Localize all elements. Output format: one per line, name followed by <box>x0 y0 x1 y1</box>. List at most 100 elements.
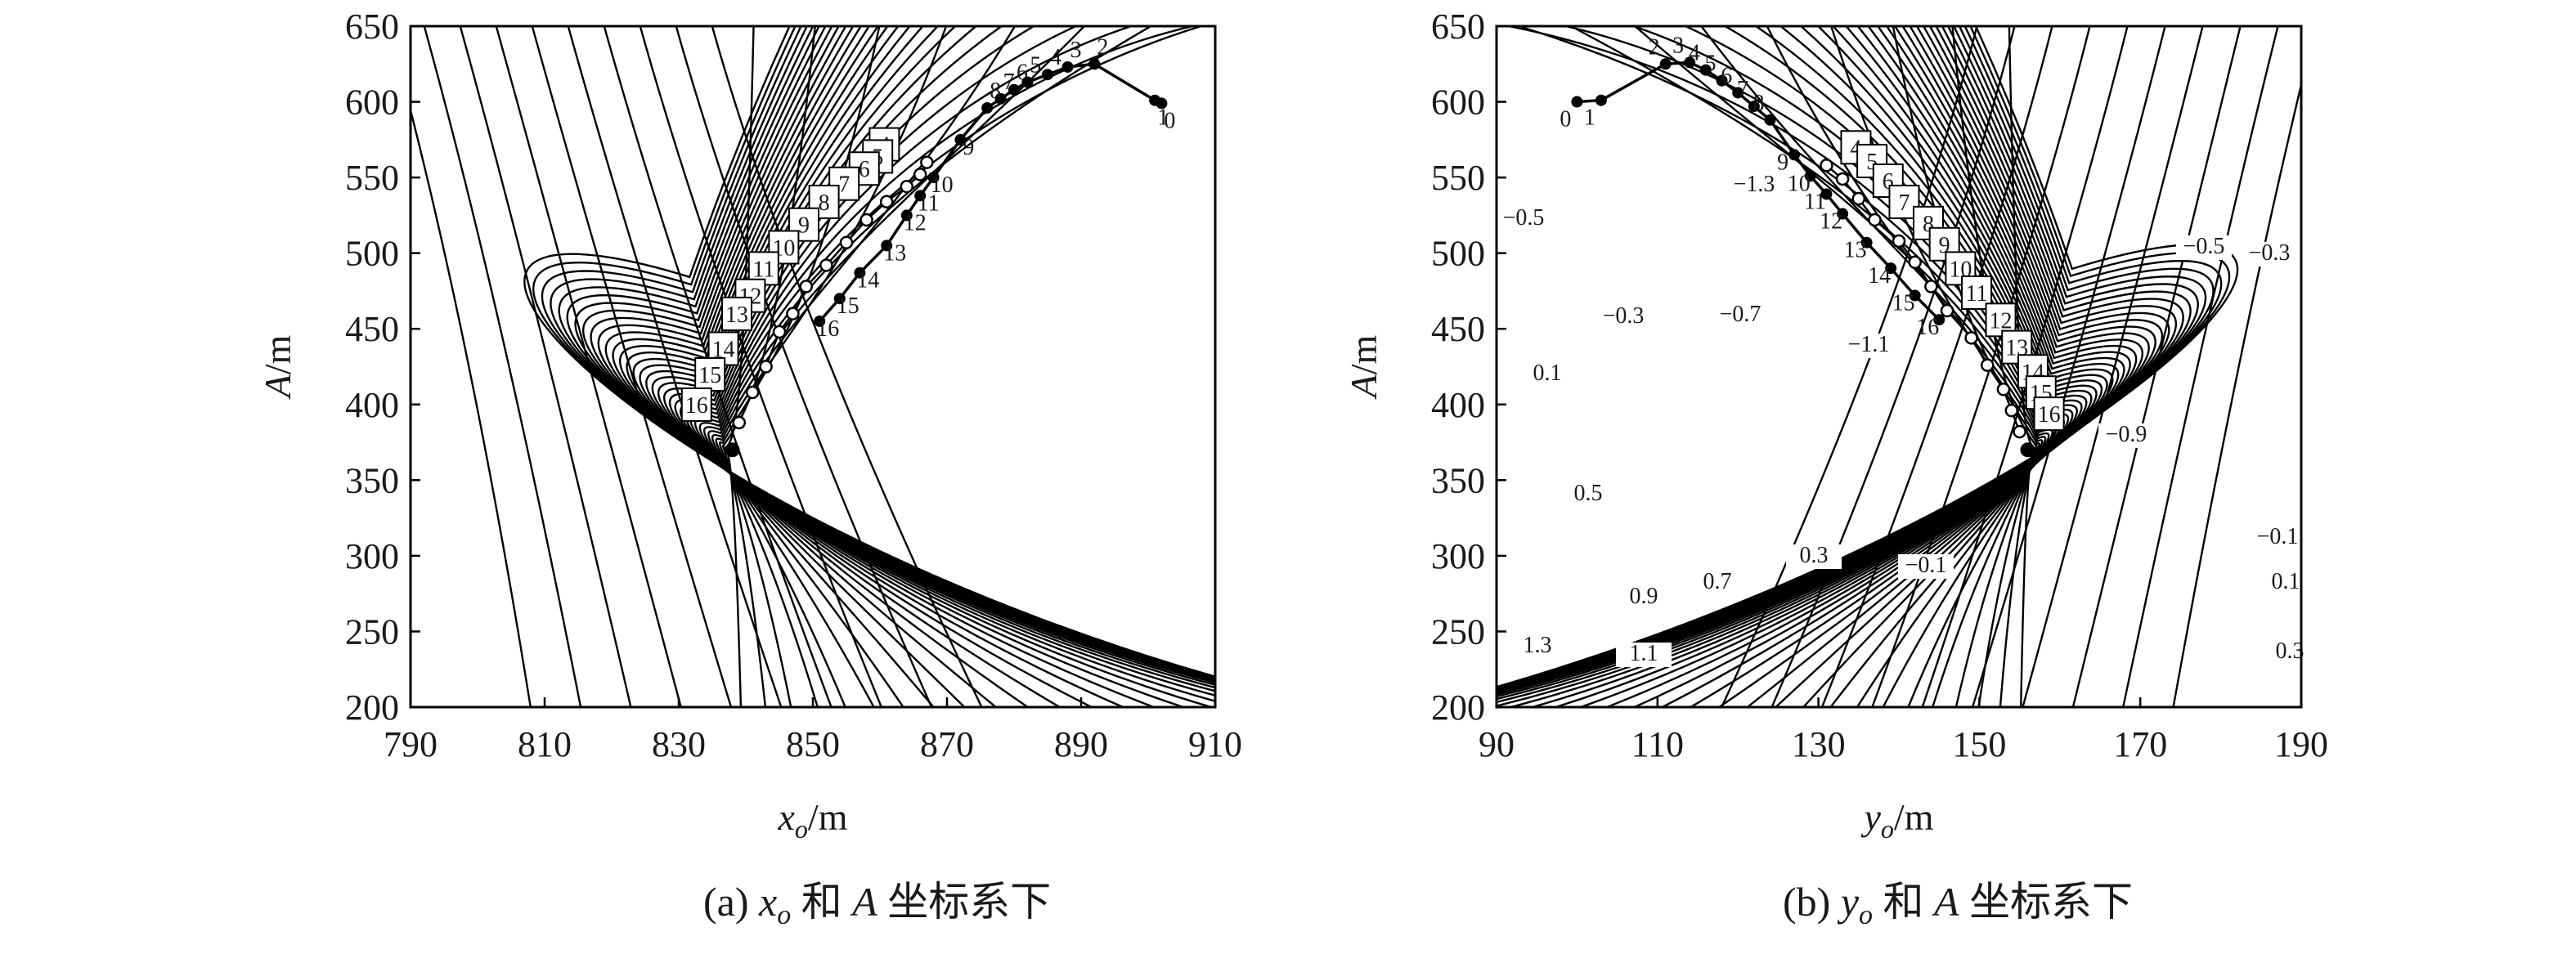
contour-line <box>1871 26 2091 707</box>
contour-line <box>674 26 1094 707</box>
path-point-filled <box>1716 74 1728 87</box>
y-tick-label: 650 <box>1431 7 1485 47</box>
path-point-open <box>2004 403 2019 418</box>
path-point-label: 5 <box>1030 52 1041 78</box>
path-point-open <box>920 155 934 169</box>
path-point-filled <box>1804 170 1816 182</box>
path-point-filled <box>927 172 940 184</box>
path-point-box-label: 7 <box>1898 190 1910 216</box>
path-point-open <box>913 168 927 181</box>
contour-line <box>715 26 948 707</box>
contour-line <box>567 26 783 707</box>
y-tick-label: 250 <box>1431 611 1485 652</box>
contour-line <box>675 26 933 707</box>
path-point-label: 10 <box>1788 171 1811 196</box>
contour-label: 0.1 <box>1533 361 1562 386</box>
contour-line <box>1770 26 2016 707</box>
contour-label-bg <box>2242 242 2297 266</box>
panel-caption: (a) xo 和 A 坐标系下 <box>703 879 1051 930</box>
y-tick-label: 600 <box>345 83 399 123</box>
contour-line <box>1497 26 2231 688</box>
x-axis-label: xo/m <box>778 796 848 844</box>
panel-a: 0123456789101112131415164567891011121314… <box>257 7 1242 930</box>
path-point-label: 16 <box>816 316 839 342</box>
contour-line <box>1528 26 2114 707</box>
contour-label: −0.5 <box>2183 234 2225 259</box>
y-tick-label: 200 <box>345 688 399 728</box>
contour-label: −0.9 <box>2106 422 2147 447</box>
contour-label-bg <box>2176 235 2232 260</box>
contour-label-bg <box>1519 362 1575 387</box>
contour-label-bg <box>2258 571 2313 595</box>
x-tick-label: 170 <box>2113 724 2167 764</box>
contour-line <box>632 26 1215 692</box>
contour-line <box>603 26 832 707</box>
y-tick-label: 450 <box>345 309 399 349</box>
path-point-box-label: 12 <box>1990 308 2013 334</box>
contour-label-bg <box>2098 423 2154 448</box>
path-point-open <box>1980 358 1995 372</box>
path-point-box <box>1928 226 1960 262</box>
contour-label-bg <box>2262 640 2318 665</box>
contour-line <box>1497 26 2143 698</box>
y-tick-label: 300 <box>345 536 399 576</box>
x-tick-label: 810 <box>518 724 572 764</box>
path-point-open <box>799 280 814 293</box>
path-point-filled <box>1008 83 1020 96</box>
contour-label: −0.7 <box>1720 302 1761 327</box>
panel-caption: (b) yo 和 A 坐标系下 <box>1783 879 2133 930</box>
contour-line <box>1497 26 2239 688</box>
contour-label: 0.7 <box>1703 569 1732 594</box>
path-point-filled <box>1860 236 1873 249</box>
plot-frame <box>409 25 1217 709</box>
path-point-filled <box>833 293 846 305</box>
contour-label: 0.5 <box>1574 481 1603 506</box>
path-point-label: 1 <box>1157 105 1169 131</box>
contour-line <box>1551 26 2108 707</box>
contour-label: 0.1 <box>2272 569 2300 594</box>
contour-line <box>531 26 733 707</box>
contour-line <box>639 26 883 707</box>
path-point-box <box>2001 329 2033 365</box>
contour-label-bg <box>1898 554 1954 579</box>
y-tick-label: 350 <box>1431 460 1485 500</box>
contour-label: 1.3 <box>1524 633 1552 658</box>
path-point-filled <box>1764 114 1776 126</box>
contour-line <box>1506 26 2120 707</box>
path-point-filled <box>1699 64 1712 76</box>
path-point-label: 4 <box>1050 45 1061 70</box>
path-point-open <box>786 307 800 320</box>
path-point-filled <box>1933 314 1945 326</box>
path-point-filled <box>900 209 913 222</box>
path-point-open <box>839 235 854 249</box>
contour-line <box>1682 26 2078 707</box>
path-point-filled <box>1595 94 1607 106</box>
contour-line <box>707 26 1086 707</box>
y-tick-label: 450 <box>1431 309 1485 349</box>
contour-line <box>1633 26 2053 707</box>
contour-line <box>693 26 1197 707</box>
contour-label-bg <box>1726 173 1782 198</box>
path-point-label: 9 <box>1777 150 1788 175</box>
path-point-label: 6 <box>1016 60 1028 86</box>
path-point-box-label: 9 <box>798 213 810 239</box>
contour-line <box>703 26 1153 707</box>
path-point-open <box>759 360 773 374</box>
path-point-label: 12 <box>1820 209 1842 235</box>
path-point-open <box>1851 191 1866 206</box>
contour-label-bg <box>1616 585 1672 610</box>
contour-line <box>411 106 532 707</box>
contour-line <box>1766 26 2047 707</box>
contour-label: −1.3 <box>1734 172 1775 197</box>
contour-label: 0.3 <box>2276 638 2304 664</box>
path-point-label: 4 <box>1689 41 1700 66</box>
contour-label: −0.3 <box>2249 240 2291 266</box>
path-point-filled <box>1571 96 1583 108</box>
path-point-box <box>694 356 726 392</box>
contour-line <box>1497 26 2170 692</box>
x-tick-label: 830 <box>652 724 706 764</box>
path-point-box-label: 11 <box>1966 281 1988 307</box>
path-point-box-label: 13 <box>725 302 748 328</box>
x-tick-label: 850 <box>786 724 840 764</box>
path-point-filled <box>854 266 866 279</box>
